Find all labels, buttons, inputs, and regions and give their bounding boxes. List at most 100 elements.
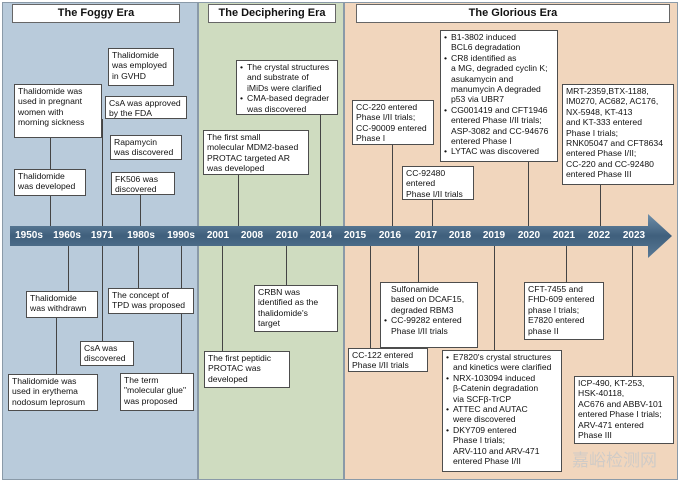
event-text: CFT-7455 and	[528, 284, 583, 294]
event-text: degraded RBM3	[391, 304, 454, 315]
event-box: The first peptidic PROTAC was developed	[204, 351, 290, 388]
event-text: and kinetics were clarified	[453, 362, 552, 373]
event-text: Thalidomide was	[18, 86, 83, 96]
event-text: Thalidomide was	[12, 376, 77, 386]
event-box: CRBN was identified as the thalidomide's…	[254, 285, 338, 332]
event-text: The crystal structures	[240, 62, 334, 73]
event-text: PROTAC targeted AR	[207, 152, 290, 163]
connector-line	[432, 200, 433, 226]
connector-line	[50, 138, 51, 169]
event-text: The term	[124, 375, 159, 385]
event-text: The first small	[207, 132, 261, 142]
event-text: entered	[406, 178, 436, 189]
event-text: CMA-based degrader	[240, 93, 334, 104]
event-text: "molecular glue"	[124, 385, 186, 396]
event-text: used in pregnant	[18, 96, 83, 107]
connector-line	[102, 119, 103, 226]
event-text: iMiDs were clarified	[247, 82, 322, 93]
event-text: E7820 entered	[528, 315, 585, 326]
event-box: CC-220 entered Phase I/II trials; CC-900…	[352, 100, 434, 145]
event-box: The first small molecular MDM2-based PRO…	[203, 130, 309, 175]
event-text: BCL6 degradation	[451, 42, 521, 53]
event-text: phase I trials;	[528, 304, 580, 315]
event-text: Phase I/II trials	[391, 325, 448, 336]
connector-line	[566, 246, 567, 282]
year-label: 2015	[343, 230, 367, 241]
event-text: CC-220 entered	[356, 102, 418, 112]
event-text: CC-90009 entered	[356, 122, 427, 133]
event-box: ICP-490, KT-253, HSK-40118, AC676 and AB…	[574, 376, 674, 444]
year-label: 1980s	[127, 230, 155, 241]
year-label: 2010	[275, 230, 299, 241]
event-text: entered Phase I trials;	[578, 409, 662, 420]
event-text: CC-92480	[406, 168, 446, 178]
event-text: Phase III	[578, 430, 612, 441]
event-text: by the FDA	[109, 108, 152, 119]
event-box: The concept of TPD was proposed	[108, 288, 194, 314]
connector-line	[286, 246, 287, 285]
year-label: 2014	[309, 230, 333, 241]
event-box: Sulfonamide based on DCAF15, degraded RB…	[380, 282, 478, 348]
event-text: was discovered	[114, 147, 174, 158]
event-text: morning sickness	[18, 117, 85, 128]
event-text: CsA was approved	[109, 98, 181, 108]
event-text: a MG, degraded cyclin K;	[451, 63, 548, 74]
event-text: FHD-609 entered	[528, 294, 595, 305]
event-text: AC676 and ABBV-101	[578, 398, 663, 409]
event-box: B1-3802 induced BCL6 degradation CR8 ide…	[440, 30, 558, 162]
event-text: Thalidomide	[18, 171, 65, 181]
event-text: FK506 was	[115, 174, 158, 184]
year-label: 1990s	[167, 230, 195, 241]
event-text: ICP-490, KT-253,	[578, 378, 645, 388]
year-label: 2022	[587, 230, 611, 241]
connector-line	[600, 185, 601, 226]
event-text: Phase I trials;	[453, 435, 506, 446]
event-text: phase II	[528, 325, 559, 336]
event-text: E7820's crystal structures	[446, 352, 558, 363]
connector-line	[392, 145, 393, 226]
connector-line	[370, 246, 371, 348]
event-box: Thalidomide was employed in GVHD	[108, 48, 174, 86]
event-box: The term "molecular glue" was proposed	[120, 373, 194, 411]
event-text: LYTAC was discovered	[444, 146, 554, 157]
event-text: The first peptidic	[208, 353, 272, 363]
event-text: PROTAC was	[208, 363, 261, 374]
event-text: in GVHD	[112, 70, 146, 81]
year-label: 1971	[90, 230, 114, 241]
event-text: identified as the	[258, 297, 319, 308]
event-text: Thalidomide	[30, 293, 77, 303]
event-text: CG001419 and CFT1946	[444, 105, 554, 116]
event-text: manumycin A degraded	[451, 84, 541, 95]
event-text: The concept of	[112, 290, 169, 300]
event-box: Thalidomide was developed	[14, 169, 86, 196]
event-text: NX-5948, KT-413	[566, 106, 633, 117]
event-text: MRT-2359,BTX-1188,	[566, 86, 649, 96]
event-text: ARV-471 entered	[578, 419, 644, 430]
event-text: ASP-3082 and CC-94676	[451, 125, 549, 136]
event-text: was developed	[207, 163, 265, 174]
year-label: 2017	[414, 230, 438, 241]
event-text: CRBN was	[258, 287, 301, 297]
connector-line	[320, 115, 321, 226]
year-label: 2020	[517, 230, 541, 241]
year-label: 2023	[622, 230, 646, 241]
event-text: developed	[208, 373, 248, 384]
year-label: 2008	[240, 230, 264, 241]
event-text: molecular MDM2-based	[207, 142, 299, 153]
watermark-text: 嘉峪检测网	[572, 451, 657, 471]
event-text: and KT-333 entered	[566, 117, 642, 128]
event-text: target	[258, 318, 280, 329]
event-text: Phase I/II trials	[352, 360, 409, 371]
event-text: NRX-103094 induced	[446, 373, 558, 384]
event-text: DKY709 entered	[446, 425, 558, 436]
event-box: CC-122 entered Phase I/II trials	[348, 348, 428, 372]
event-text: CC-122 entered	[352, 350, 414, 360]
event-text: Rapamycin	[114, 137, 157, 147]
event-text: IM0270, AC682, AC176,	[566, 96, 659, 107]
connector-line	[50, 196, 51, 226]
event-text: β-Catenin degradation	[453, 383, 539, 394]
event-text: was employed	[112, 60, 167, 71]
event-text: p53 via UBR7	[451, 94, 505, 105]
event-text: B1-3802 induced	[444, 32, 554, 43]
